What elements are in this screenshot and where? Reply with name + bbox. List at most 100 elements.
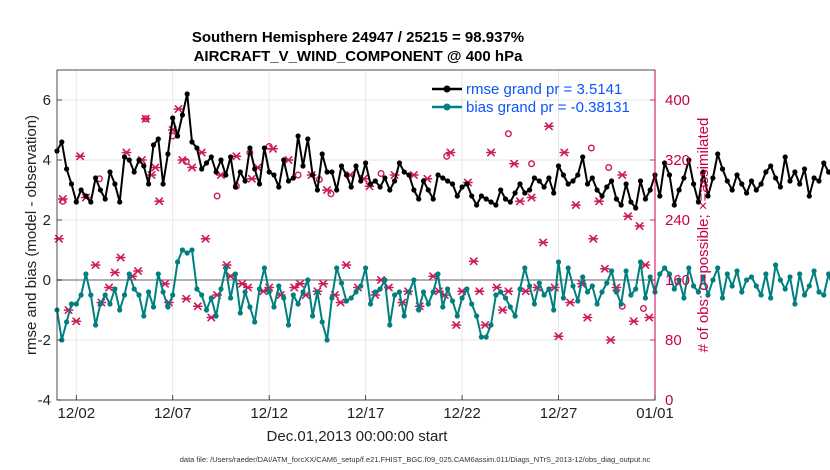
rmse-point-136 xyxy=(710,175,716,181)
x-tick-label-4: 12/22 xyxy=(443,405,481,422)
obs-assimilated-marker-18 xyxy=(154,197,165,206)
rmse-point-81 xyxy=(445,178,451,184)
rmse-point-85 xyxy=(464,181,470,187)
bias-point-68 xyxy=(382,277,388,283)
rmse-point-152 xyxy=(787,178,793,184)
rmse-point-154 xyxy=(797,181,803,187)
rmse-point-12 xyxy=(112,181,118,187)
rmse-point-100 xyxy=(536,178,542,184)
bias-point-131 xyxy=(686,265,692,271)
bias-point-132 xyxy=(691,283,697,289)
bias-point-154 xyxy=(797,271,803,277)
rmse-point-14 xyxy=(121,154,128,160)
bias-point-151 xyxy=(782,286,788,292)
obs-assimilated-marker-49 xyxy=(318,279,329,288)
bias-point-18 xyxy=(141,313,147,319)
rmse-point-40 xyxy=(247,145,253,151)
bias-point-22 xyxy=(160,289,166,295)
rmse-point-16 xyxy=(131,169,137,175)
bias-point-17 xyxy=(136,292,142,298)
rmse-point-55 xyxy=(319,151,325,157)
obs-assimilated-marker-80 xyxy=(503,287,514,296)
bias-point-113 xyxy=(599,289,605,295)
rmse-point-8 xyxy=(93,175,99,181)
bias-point-35 xyxy=(223,265,229,271)
rmse-point-142 xyxy=(739,181,745,187)
bias-point-100 xyxy=(536,280,542,286)
rmse-point-125 xyxy=(657,193,663,199)
rmse-point-126 xyxy=(662,160,668,166)
rmse-point-135 xyxy=(705,193,711,199)
bias-point-8 xyxy=(93,322,99,328)
y-right-tick-label-1: 80 xyxy=(665,332,682,349)
rmse-point-99 xyxy=(531,175,538,181)
bias-point-24 xyxy=(170,292,176,298)
rmse-point-103 xyxy=(551,190,557,196)
bias-point-59 xyxy=(338,280,345,286)
obs-assimilated-marker-71 xyxy=(451,320,462,330)
obs-assimilated-marker-34 xyxy=(231,152,242,161)
bias-point-106 xyxy=(565,265,571,271)
y-tick-label-3: 2 xyxy=(43,212,51,229)
bias-point-27 xyxy=(184,250,190,256)
rmse-point-50 xyxy=(295,133,301,139)
rmse-point-107 xyxy=(570,178,576,184)
rmse-point-104 xyxy=(555,163,562,169)
bias-point-118 xyxy=(623,268,629,274)
rmse-point-112 xyxy=(594,187,600,193)
bias-point-34 xyxy=(218,286,224,292)
bias-point-123 xyxy=(647,274,653,280)
rmse-point-140 xyxy=(729,187,735,193)
bias-point-21 xyxy=(155,271,161,277)
legend: rmse grand pr = 3.5141 bias grand pr = -… xyxy=(432,81,630,116)
obs-possible-marker-9 xyxy=(294,171,302,179)
rmse-point-37 xyxy=(232,184,238,190)
data-file-footnote: data file: /Users/raeder/DAI/ATM_forcXX/… xyxy=(180,455,651,464)
obs-assimilated-marker-100 xyxy=(617,171,628,179)
bias-point-51 xyxy=(300,289,306,295)
rmse-point-121 xyxy=(637,178,644,184)
rmse-point-143 xyxy=(744,190,750,196)
rmse-point-129 xyxy=(676,187,682,193)
rmse-point-10 xyxy=(102,196,108,202)
obs-assimilated-marker-4 xyxy=(75,152,86,161)
rmse-point-15 xyxy=(126,157,132,163)
bias-point-32 xyxy=(208,295,214,301)
rmse-point-54 xyxy=(314,187,320,193)
obs-possible-marker-13 xyxy=(443,152,451,160)
obs-possible-marker-16 xyxy=(587,144,595,152)
bias-point-7 xyxy=(88,292,94,298)
rmse-point-115 xyxy=(609,178,615,184)
rmse-point-117 xyxy=(618,202,624,208)
rmse-point-41 xyxy=(252,166,258,172)
rmse-point-31 xyxy=(203,160,210,166)
obs-assimilated-marker-79 xyxy=(497,305,508,315)
rmse-point-157 xyxy=(811,175,817,181)
rmse-point-132 xyxy=(691,181,697,187)
bias-point-147 xyxy=(763,271,769,277)
bias-point-133 xyxy=(695,289,702,295)
bias-point-25 xyxy=(175,259,181,265)
bias-point-78 xyxy=(430,289,436,295)
bias-point-71 xyxy=(396,289,402,295)
y-axis-right-label: # of obs: o=possible; ×=assimilated xyxy=(695,118,712,353)
bias-point-65 xyxy=(367,301,374,307)
rmse-point-32 xyxy=(208,154,214,160)
rmse-point-59 xyxy=(338,163,345,169)
bias-point-155 xyxy=(801,292,808,298)
rmse-point-83 xyxy=(454,193,460,199)
rmse-point-47 xyxy=(281,157,287,163)
rmse-point-109 xyxy=(580,154,586,160)
obs-assimilated-marker-84 xyxy=(526,193,537,202)
rmse-point-26 xyxy=(179,112,185,118)
bias-point-67 xyxy=(377,286,383,292)
rmse-point-34 xyxy=(218,157,224,163)
y-right-tick-label-0: 0 xyxy=(665,392,673,409)
bias-point-37 xyxy=(232,271,238,277)
rmse-point-36 xyxy=(228,154,234,160)
rmse-point-119 xyxy=(628,199,634,205)
obs-possible-marker-15 xyxy=(528,160,536,168)
obs-possible-marker-5 xyxy=(213,192,221,200)
rmse-point-114 xyxy=(604,184,610,190)
bias-point-136 xyxy=(710,277,716,283)
